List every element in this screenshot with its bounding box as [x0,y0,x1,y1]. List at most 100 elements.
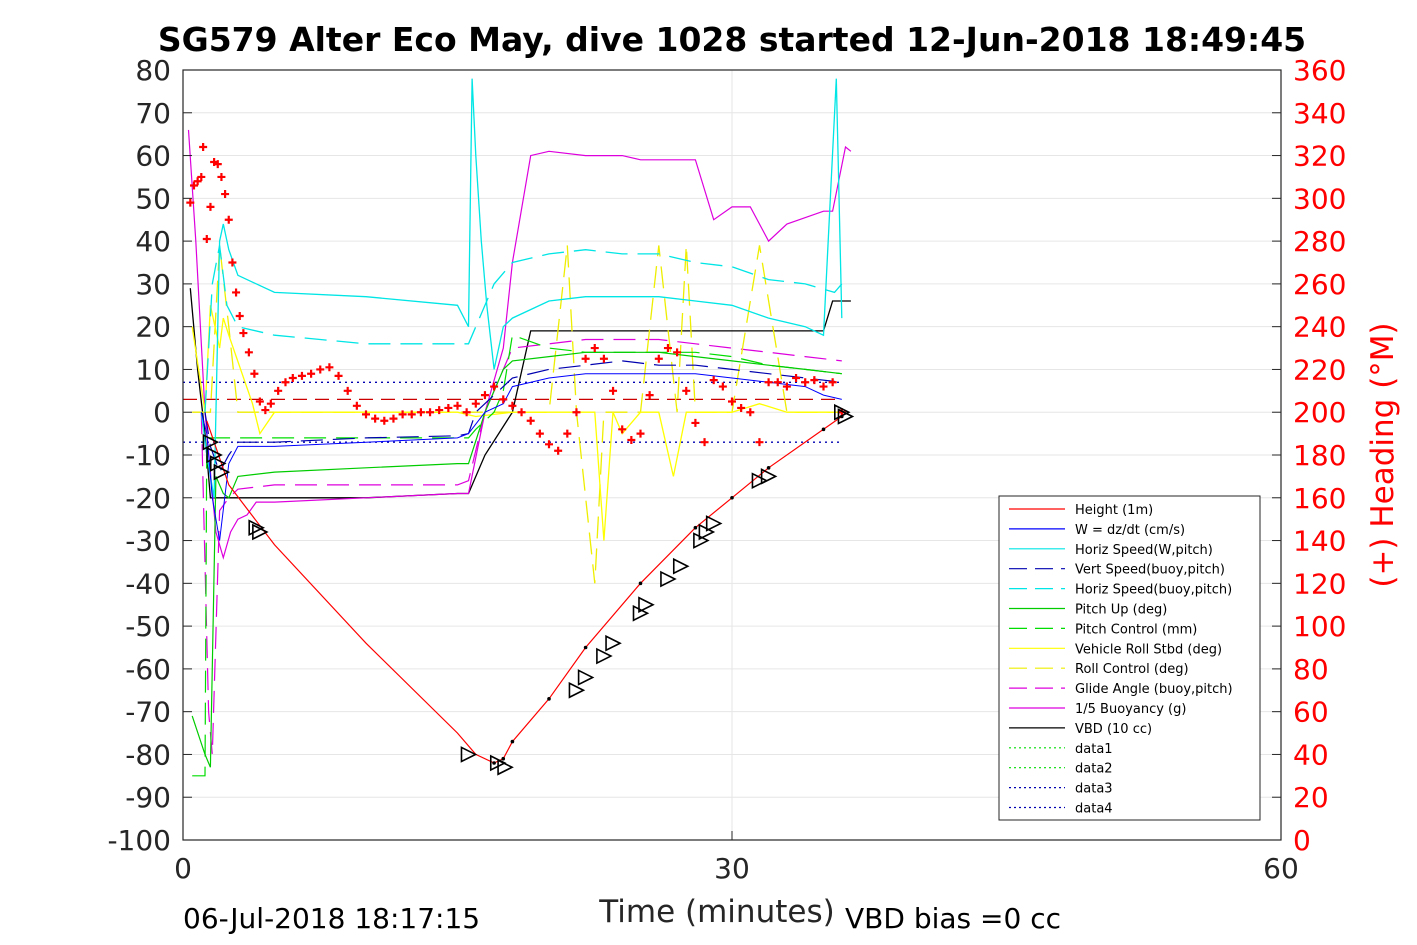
heading-point [782,382,791,391]
heading-point [189,181,198,190]
y2-tick-label: 180 [1293,439,1346,472]
heading-point [636,429,645,438]
heading-point [426,408,435,417]
heading-point [206,202,215,211]
y2-tick-label: 60 [1293,696,1329,729]
series-line-0 [206,416,843,764]
heading-point [371,414,380,423]
y2-tick-label: 20 [1293,781,1329,814]
x-tick-label: 0 [174,852,192,885]
y2-tick-label: 0 [1293,824,1311,857]
y-tick-label: -20 [125,482,171,515]
triangle-marker [497,758,514,776]
y2-tick-label: 220 [1293,353,1346,386]
heading-point [202,234,211,243]
series-line-2 [200,78,843,498]
y-tick-label: -60 [125,653,171,686]
y-tick-label: 70 [135,97,171,130]
heading-point [398,410,407,419]
legend-entry: VBD (10 cc) [1075,722,1152,737]
heading-point [343,386,352,395]
heading-point [255,397,264,406]
y-tick-label: 50 [135,182,171,215]
y-tick-label: 40 [135,225,171,258]
y2-tick-label: 100 [1293,610,1346,643]
y-tick-label: -50 [125,610,171,643]
series-line-4 [204,245,843,413]
legend-entry: Horiz Speed(buoy,pitch) [1075,583,1232,598]
y-tick-label: 20 [135,311,171,344]
y-tick-label: -30 [125,525,171,558]
heading-point [416,408,425,417]
y-tick-label: 80 [135,54,171,87]
y-tick-label: -40 [125,567,171,600]
legend-box [998,495,1261,821]
height-dot [693,525,698,530]
triangle-marker [248,519,265,537]
series-line-11 [189,288,851,499]
heading-point [228,258,237,267]
heading-point [239,329,248,338]
height-dot [766,466,771,470]
heading-point [490,382,499,391]
triangle-marker [672,557,690,575]
heading-point [554,446,563,455]
footer-left: 06-Jul-2018 18:17:15 [183,902,480,935]
heading-point [266,399,275,408]
heading-point [609,386,618,395]
heading-point [380,416,389,425]
heading-point [217,172,226,181]
heading-point [755,438,764,447]
heading-point [316,365,325,374]
footer-right: VBD bias =0 cc [845,902,1061,935]
heading-point [221,190,230,199]
heading-point [828,378,837,387]
chart-title: SG579 Alter Eco May, dive 1028 started 1… [158,20,1306,59]
y2-tick-label: 80 [1293,653,1329,686]
height-dot [730,495,734,500]
y2-axis: 0 20 40 60 80 100 120 140 160 180 200 220 240 260 280 3… [1272,54,1346,857]
heading-point [213,160,222,169]
y-axis: -100-90-80-70-60-50-40-30-20-10010203040… [107,54,192,857]
y2-tick-label: 300 [1293,182,1346,215]
heading-point [563,429,572,438]
y2-tick-label: 200 [1293,396,1346,429]
heading-point [673,348,682,357]
heading-point [663,344,672,353]
legend-entry: 1/5 Buoyancy (g) [1075,702,1186,717]
series-line-3 [204,360,842,474]
heading-point [462,408,471,417]
heading-point [389,414,398,423]
heading-point [193,177,202,186]
heading-point [274,386,283,395]
heading-point [599,354,608,363]
y2-tick-label: 140 [1293,525,1346,558]
y2-tick-label: 360 [1293,54,1346,87]
heading-point [499,395,508,404]
x-axis: 0 30 60 [174,831,1299,885]
triangle-marker [213,463,231,481]
heading-point [526,416,535,425]
legend-entry: Height (1m) [1075,503,1153,518]
y-tick-label: -70 [125,696,171,729]
heading-point [700,438,709,447]
y-tick-label: 30 [135,268,171,301]
height-dot [583,645,588,650]
y-tick-label: -90 [125,781,171,814]
heading-point [471,399,480,408]
legend-entry: data4 [1075,802,1113,817]
y2-tick-label: 120 [1293,567,1346,600]
legend: Height (1m) W = dz/dt (cm/s) Horiz Speed(W… [998,495,1261,821]
heading-point [407,410,416,419]
series-line-9 [200,338,842,755]
heading-point [718,382,727,391]
y2-tick-label: 320 [1293,140,1346,173]
heading-point [453,401,462,410]
heading-point [691,418,700,427]
y-tick-label: 0 [153,396,171,429]
heading-point [297,371,306,380]
height-dot [638,581,643,586]
heading-point [235,311,244,320]
heading-point [288,374,297,382]
y2-tick-label: 40 [1293,738,1329,771]
